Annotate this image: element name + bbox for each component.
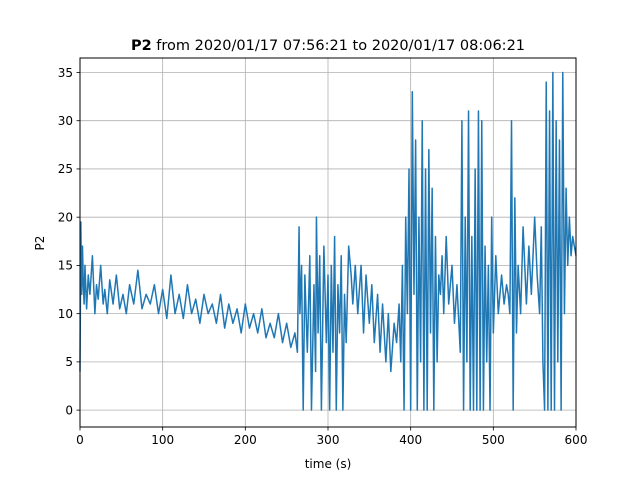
y-tick-label: 35 (58, 66, 73, 80)
x-tick-label: 300 (317, 433, 340, 447)
y-tick-label: 30 (58, 114, 73, 128)
x-tick-label: 0 (76, 433, 84, 447)
y-axis-title: P2 (33, 236, 47, 251)
y-tick-label: 25 (58, 162, 73, 176)
chart-title: P2 from 2020/01/17 07:56:21 to 2020/01/1… (131, 38, 525, 54)
x-tick-label: 500 (482, 433, 505, 447)
y-tick-label: 15 (58, 259, 73, 273)
x-tick-label: 100 (151, 433, 174, 447)
series-line-p2 (79, 71, 577, 411)
x-tick-label: 400 (399, 433, 422, 447)
y-tick-label: 20 (58, 210, 73, 224)
x-tick-label: 600 (565, 433, 588, 447)
axis-ticks: 0 100 200 300 400 500 600 0 5 10 15 20 25 30 35 (58, 66, 588, 447)
plot-area (79, 71, 577, 411)
x-tick-label: 200 (234, 433, 257, 447)
y-tick-label: 10 (58, 307, 73, 321)
x-axis-title: time (s) (305, 457, 352, 471)
y-tick-label: 5 (65, 355, 73, 369)
y-tick-label: 0 (65, 403, 73, 417)
